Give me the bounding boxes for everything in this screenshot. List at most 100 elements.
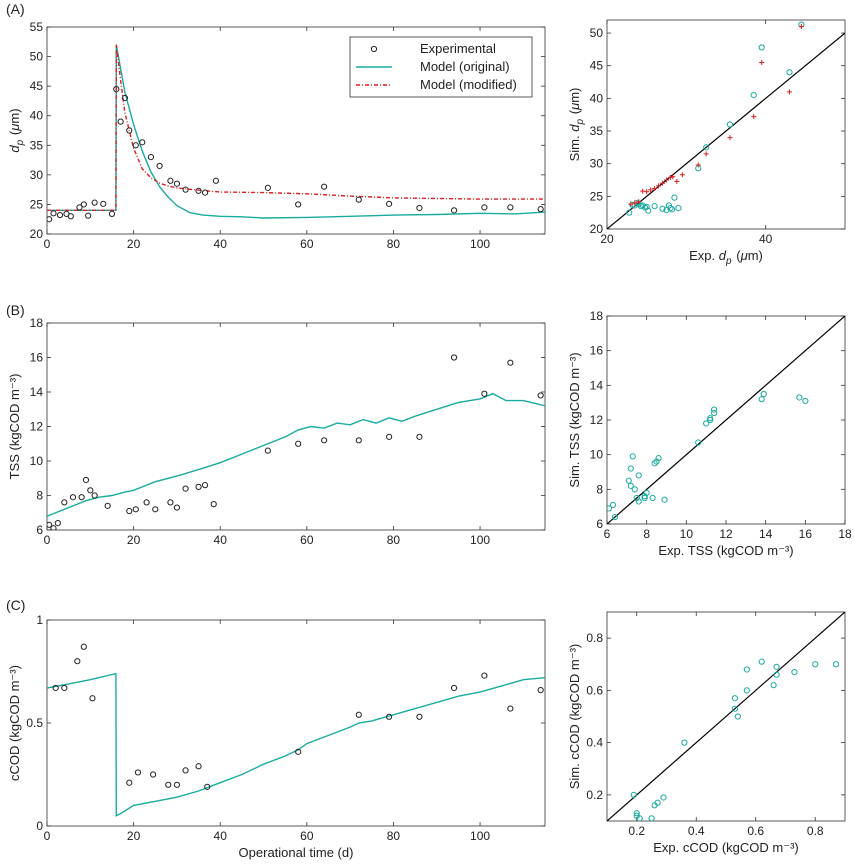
data-point-experimental [201, 189, 209, 196]
x-tick-label: 40 [214, 237, 228, 251]
data-point-experimental [54, 520, 61, 527]
legend: Experimental Model (original) Model (modif… [349, 36, 533, 98]
data-point-model-modified [648, 187, 654, 193]
data-point-experimental [201, 482, 209, 489]
data-point-model-modified [644, 189, 650, 195]
data-point-experimental [67, 213, 74, 220]
data-point-model-modified [703, 151, 709, 157]
y-tick-label: 14 [30, 385, 44, 399]
y-tick-label: 12 [590, 413, 604, 427]
data-point-model-modified [664, 177, 669, 183]
data-point-experimental [108, 210, 116, 217]
y-tick-label: 45 [590, 59, 604, 73]
y-tick-label: 25 [30, 197, 44, 211]
data-point-experimental [139, 139, 146, 146]
data-point-experimental [481, 204, 488, 211]
data-point-model-original [633, 494, 640, 502]
plot-data [607, 612, 845, 821]
data-point-experimental [113, 86, 120, 93]
y-tick-label: 0.2 [586, 788, 603, 802]
y-tick-label: 0.8 [586, 631, 603, 645]
data-point-experimental [355, 196, 362, 203]
data-point-model-modified [786, 89, 792, 95]
data-point-model-original [633, 810, 640, 817]
data-point-experimental [450, 354, 458, 361]
data-point-experimental [355, 437, 362, 444]
series-line-model-original [47, 672, 545, 817]
data-point-experimental [507, 359, 514, 366]
series-line-model-modified [47, 44, 545, 212]
data-point-model-original [667, 205, 674, 212]
data-point-experimental [204, 783, 211, 790]
data-point-model-original [750, 92, 757, 99]
y-tick-label: 10 [30, 454, 44, 468]
x-tick-label: 100 [470, 533, 490, 547]
data-point-experimental [52, 684, 59, 692]
data-point-model-original [661, 496, 668, 503]
parity-line [607, 316, 845, 524]
data-point-model-modified [632, 200, 638, 206]
data-point-experimental [295, 748, 302, 755]
data-point-experimental [173, 180, 181, 187]
data-point-model-original [743, 687, 750, 694]
y-tick-label: 8 [596, 482, 603, 496]
data-point-experimental [173, 504, 181, 511]
data-point-experimental [132, 142, 139, 149]
data-point-experimental [537, 206, 544, 213]
data-point-model-original [703, 420, 710, 427]
data-point-experimental [80, 643, 87, 650]
data-point-model-original [655, 455, 662, 462]
data-point-experimental [355, 711, 362, 718]
y-tick-label: 1 [36, 613, 43, 627]
data-point-experimental [50, 525, 57, 530]
data-point-model-original [695, 439, 702, 446]
data-point-model-original [611, 513, 619, 521]
data-point-model-original [641, 494, 648, 502]
y-axis-label: dp (μm) [7, 108, 26, 152]
data-point-model-original [786, 69, 793, 76]
data-point-experimental [416, 204, 423, 212]
x-tick-label: 0.8 [807, 824, 824, 838]
data-point-experimental [47, 521, 53, 528]
chart-a-parity: 20 40 20 25 30 35 40 45 50 Exp. dp (μm) Sim. dp (μ… [567, 19, 846, 267]
data-point-model-original [635, 498, 642, 505]
y-tick-label: 14 [590, 378, 604, 392]
data-point-experimental [87, 487, 94, 494]
plot-data [607, 21, 845, 229]
y-tick-label: 0.6 [586, 683, 603, 697]
data-point-experimental [450, 684, 458, 692]
x-tick-label: 0.6 [747, 824, 764, 838]
x-tick-label: 0.2 [628, 824, 645, 838]
data-point-experimental [167, 177, 174, 184]
data-point-experimental [386, 200, 393, 207]
y-tick-label: 0.4 [586, 736, 603, 750]
data-point-model-original [609, 501, 617, 509]
data-point-experimental [537, 686, 544, 694]
y-tick-label: 45 [30, 79, 44, 93]
data-point-model-original [711, 409, 718, 417]
panel-label-c: (C) [6, 597, 25, 613]
data-point-experimental [126, 127, 133, 134]
data-point-experimental [450, 207, 458, 214]
x-tick-label: 40 [214, 533, 228, 547]
data-point-model-original [651, 203, 658, 210]
x-tick-label: 20 [600, 232, 614, 246]
data-point-experimental [537, 392, 544, 399]
data-point-experimental [321, 437, 328, 444]
x-tick-label: 8 [643, 527, 650, 541]
x-tick-label: 80 [387, 237, 401, 251]
plot-frame [46, 322, 546, 531]
data-point-model-original [660, 794, 667, 801]
data-point-model-original [796, 394, 803, 401]
x-tick-label: 20 [127, 829, 141, 843]
data-point-model-original [626, 209, 633, 216]
data-point-experimental [295, 440, 302, 447]
panel-label-a: (A) [6, 1, 25, 17]
data-point-experimental [78, 494, 85, 501]
data-point-experimental [321, 183, 328, 190]
plot-data [47, 643, 545, 817]
data-point-model-original [758, 396, 765, 403]
data-point-experimental [416, 433, 423, 440]
data-point-experimental [507, 204, 514, 211]
data-point-experimental [69, 494, 77, 501]
